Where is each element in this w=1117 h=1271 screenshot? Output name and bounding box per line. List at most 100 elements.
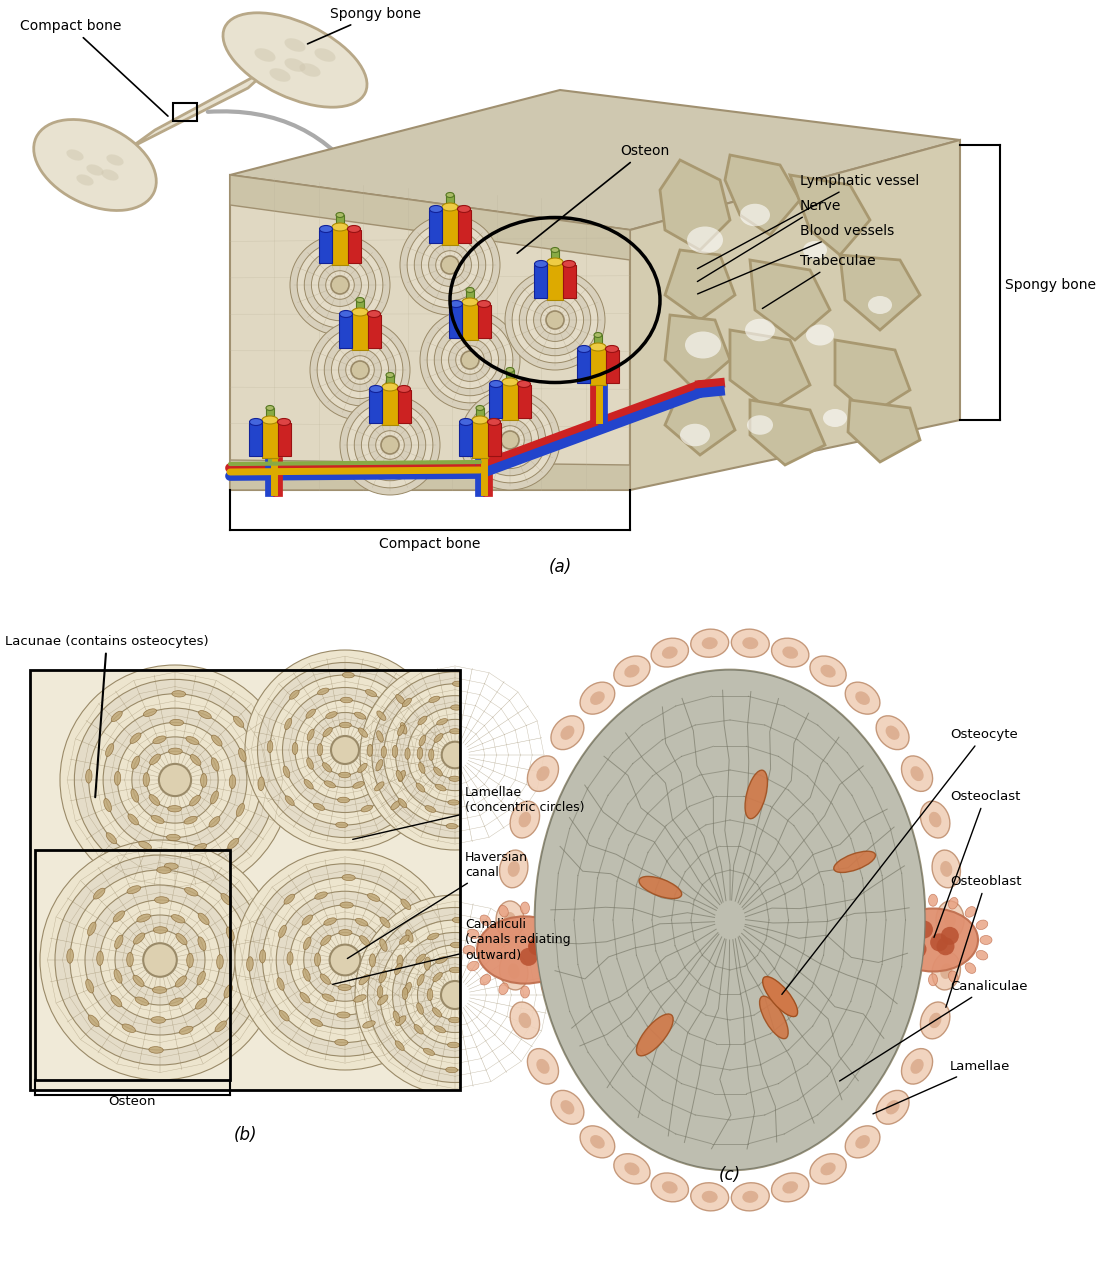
Bar [462, 302, 478, 341]
Ellipse shape [524, 752, 528, 764]
Bar [489, 385, 502, 418]
Ellipse shape [382, 383, 398, 391]
Ellipse shape [227, 927, 235, 941]
Bar [458, 210, 471, 243]
Ellipse shape [890, 906, 900, 918]
Ellipse shape [424, 957, 430, 970]
Ellipse shape [449, 1017, 460, 1023]
Ellipse shape [506, 367, 514, 372]
Ellipse shape [258, 777, 265, 791]
Ellipse shape [888, 909, 978, 971]
Ellipse shape [417, 975, 424, 985]
Circle shape [538, 947, 556, 965]
Ellipse shape [878, 920, 890, 929]
Ellipse shape [441, 255, 459, 275]
Ellipse shape [833, 852, 876, 872]
Ellipse shape [637, 1014, 674, 1056]
Bar [449, 305, 462, 338]
Ellipse shape [465, 957, 476, 965]
Ellipse shape [920, 801, 949, 838]
Circle shape [159, 764, 191, 796]
Ellipse shape [507, 963, 519, 979]
Ellipse shape [507, 728, 514, 740]
Ellipse shape [467, 929, 479, 939]
Ellipse shape [429, 749, 433, 760]
Bar [563, 264, 576, 297]
Circle shape [360, 660, 550, 850]
Ellipse shape [542, 905, 551, 916]
Ellipse shape [820, 665, 836, 677]
Ellipse shape [546, 311, 564, 329]
Ellipse shape [449, 967, 461, 972]
Circle shape [392, 933, 517, 1057]
Ellipse shape [113, 911, 124, 921]
Circle shape [519, 948, 537, 966]
Circle shape [75, 680, 276, 881]
Circle shape [384, 684, 526, 826]
Ellipse shape [312, 257, 369, 314]
Ellipse shape [375, 431, 404, 459]
Ellipse shape [782, 647, 798, 658]
Circle shape [249, 864, 441, 1056]
Polygon shape [230, 460, 630, 491]
Ellipse shape [464, 946, 475, 955]
Ellipse shape [399, 770, 405, 782]
Ellipse shape [521, 986, 529, 998]
Ellipse shape [198, 913, 209, 924]
Ellipse shape [472, 416, 488, 425]
Ellipse shape [427, 989, 432, 1000]
Ellipse shape [485, 1027, 494, 1036]
Circle shape [442, 982, 468, 1008]
Ellipse shape [928, 895, 937, 906]
Ellipse shape [303, 969, 311, 981]
Ellipse shape [856, 1135, 870, 1149]
Ellipse shape [217, 955, 223, 969]
Ellipse shape [376, 731, 383, 742]
Polygon shape [840, 255, 920, 330]
Ellipse shape [435, 324, 506, 395]
Circle shape [307, 713, 382, 788]
Ellipse shape [170, 998, 183, 1005]
Ellipse shape [331, 276, 349, 294]
Ellipse shape [342, 874, 355, 881]
Ellipse shape [806, 324, 834, 346]
Ellipse shape [326, 271, 354, 299]
Ellipse shape [176, 933, 187, 944]
Ellipse shape [639, 877, 681, 899]
Ellipse shape [404, 747, 410, 759]
Ellipse shape [690, 1183, 728, 1211]
Ellipse shape [340, 395, 440, 494]
Ellipse shape [381, 746, 386, 758]
Ellipse shape [277, 418, 290, 426]
Ellipse shape [541, 306, 570, 334]
Ellipse shape [354, 995, 366, 1002]
Ellipse shape [367, 310, 381, 318]
Ellipse shape [318, 263, 362, 306]
Circle shape [235, 850, 455, 1070]
Ellipse shape [488, 418, 532, 461]
Ellipse shape [67, 949, 74, 963]
Ellipse shape [536, 766, 550, 782]
Ellipse shape [269, 69, 290, 81]
Ellipse shape [502, 431, 519, 449]
Ellipse shape [481, 412, 538, 469]
Circle shape [331, 736, 359, 764]
Circle shape [408, 708, 503, 802]
Ellipse shape [97, 951, 104, 966]
Ellipse shape [590, 691, 604, 705]
Bar [249, 423, 262, 456]
Ellipse shape [391, 801, 401, 810]
Ellipse shape [130, 733, 141, 744]
Ellipse shape [446, 192, 454, 197]
Circle shape [330, 944, 361, 975]
Bar [349, 230, 361, 263]
Ellipse shape [421, 236, 478, 294]
Ellipse shape [423, 1049, 435, 1055]
Ellipse shape [614, 656, 650, 686]
Bar [369, 390, 382, 423]
Text: Osteon: Osteon [517, 144, 669, 253]
Ellipse shape [441, 332, 498, 389]
Circle shape [270, 675, 420, 825]
Circle shape [115, 915, 206, 1005]
Ellipse shape [551, 1091, 584, 1125]
